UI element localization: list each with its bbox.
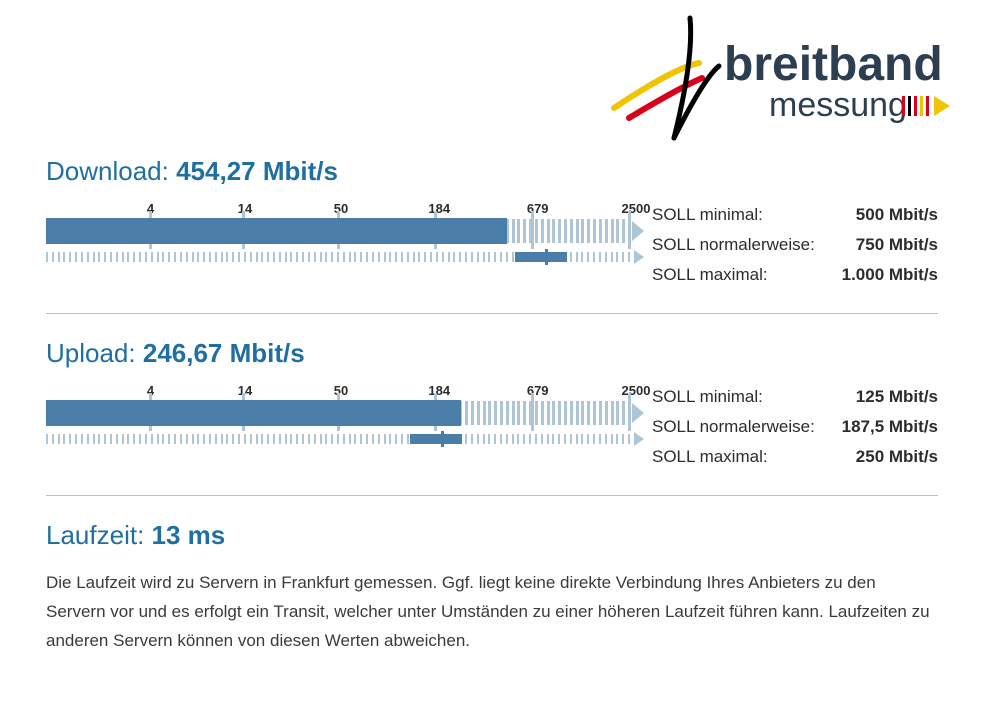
ticks-bg (46, 431, 628, 447)
brand-line1: breitband (724, 38, 943, 91)
axis-labels: 414501846792500 (46, 383, 636, 397)
upload-soll-key: SOLL normalerweise: (652, 417, 815, 437)
upload-soll-value: 125 Mbit/s (856, 387, 938, 407)
measured-bar-fill (46, 218, 507, 244)
download-soll-row: SOLL minimal: 500 Mbit/s (652, 205, 938, 225)
axis-tick-label: 2500 (622, 383, 651, 398)
latency-heading: Laufzeit: 13 ms (46, 520, 938, 551)
upload-soll-row: SOLL normalerweise: 187,5 Mbit/s (652, 417, 938, 437)
target-bar-wrap (46, 249, 636, 265)
brand-logo: breitband messung (604, 8, 954, 148)
axis-tick-label: 184 (428, 383, 450, 398)
report-page: breitband messung Download: 454,27 Mbit/… (0, 0, 984, 708)
download-soll-row: SOLL normalerweise: 750 Mbit/s (652, 235, 938, 255)
measured-bar-wrap (46, 399, 636, 427)
upload-soll-row: SOLL minimal: 125 Mbit/s (652, 387, 938, 407)
upload-soll-key: SOLL maximal: (652, 447, 768, 467)
axis-tick-label: 2500 (622, 201, 651, 216)
axis-labels: 414501846792500 (46, 201, 636, 215)
axis-tick-label: 50 (334, 383, 348, 398)
download-soll-row: SOLL maximal: 1.000 Mbit/s (652, 265, 938, 285)
axis-arrow-icon (632, 403, 644, 423)
upload-label: Upload: (46, 338, 136, 368)
download-soll-key: SOLL normalerweise: (652, 235, 815, 255)
axis-tick-label: 184 (428, 201, 450, 216)
target-bar-wrap (46, 431, 636, 447)
target-center-mark (545, 249, 548, 265)
download-soll-key: SOLL maximal: (652, 265, 768, 285)
upload-soll-row: SOLL maximal: 250 Mbit/s (652, 447, 938, 467)
upload-soll-value: 187,5 Mbit/s (842, 417, 938, 437)
download-soll-value: 750 Mbit/s (856, 235, 938, 255)
upload-row: 414501846792500 SOLL minimal:125 Mbit/sS… (46, 387, 938, 467)
download-soll-value: 1.000 Mbit/s (842, 265, 938, 285)
download-chart: 414501846792500 (46, 205, 636, 275)
upload-soll-key: SOLL minimal: (652, 387, 763, 407)
axis-arrow-icon (634, 250, 644, 264)
download-soll-key: SOLL minimal: (652, 205, 763, 225)
target-range-fill (410, 434, 462, 444)
upload-soll-list: SOLL minimal: 125 Mbit/s SOLL normalerweis… (652, 387, 938, 467)
latency-label: Laufzeit: (46, 520, 144, 550)
latency-paragraph: Die Laufzeit wird zu Servern in Frankfur… (46, 569, 938, 656)
download-row: 414501846792500 SOLL minimal:500 Mbit/sS… (46, 205, 938, 285)
measured-bar-wrap (46, 217, 636, 245)
axis-tick-label: 50 (334, 201, 348, 216)
upload-soll-value: 250 Mbit/s (856, 447, 938, 467)
upload-chart: 414501846792500 (46, 387, 636, 457)
download-soll-list: SOLL minimal: 500 Mbit/s SOLL normalerweis… (652, 205, 938, 285)
section-divider (46, 495, 938, 496)
measured-bar-fill (46, 400, 461, 426)
section-divider (46, 313, 938, 314)
download-label: Download: (46, 156, 169, 186)
download-soll-value: 500 Mbit/s (856, 205, 938, 225)
axis-arrow-icon (632, 221, 644, 241)
latency-value: 13 ms (152, 520, 226, 550)
upload-value: 246,67 Mbit/s (143, 338, 305, 368)
target-range-fill (515, 252, 567, 262)
brand-line2: messung (769, 86, 907, 124)
axis-arrow-icon (634, 432, 644, 446)
target-center-mark (441, 431, 444, 447)
download-value: 454,27 Mbit/s (176, 156, 338, 186)
upload-heading: Upload: 246,67 Mbit/s (46, 338, 938, 369)
